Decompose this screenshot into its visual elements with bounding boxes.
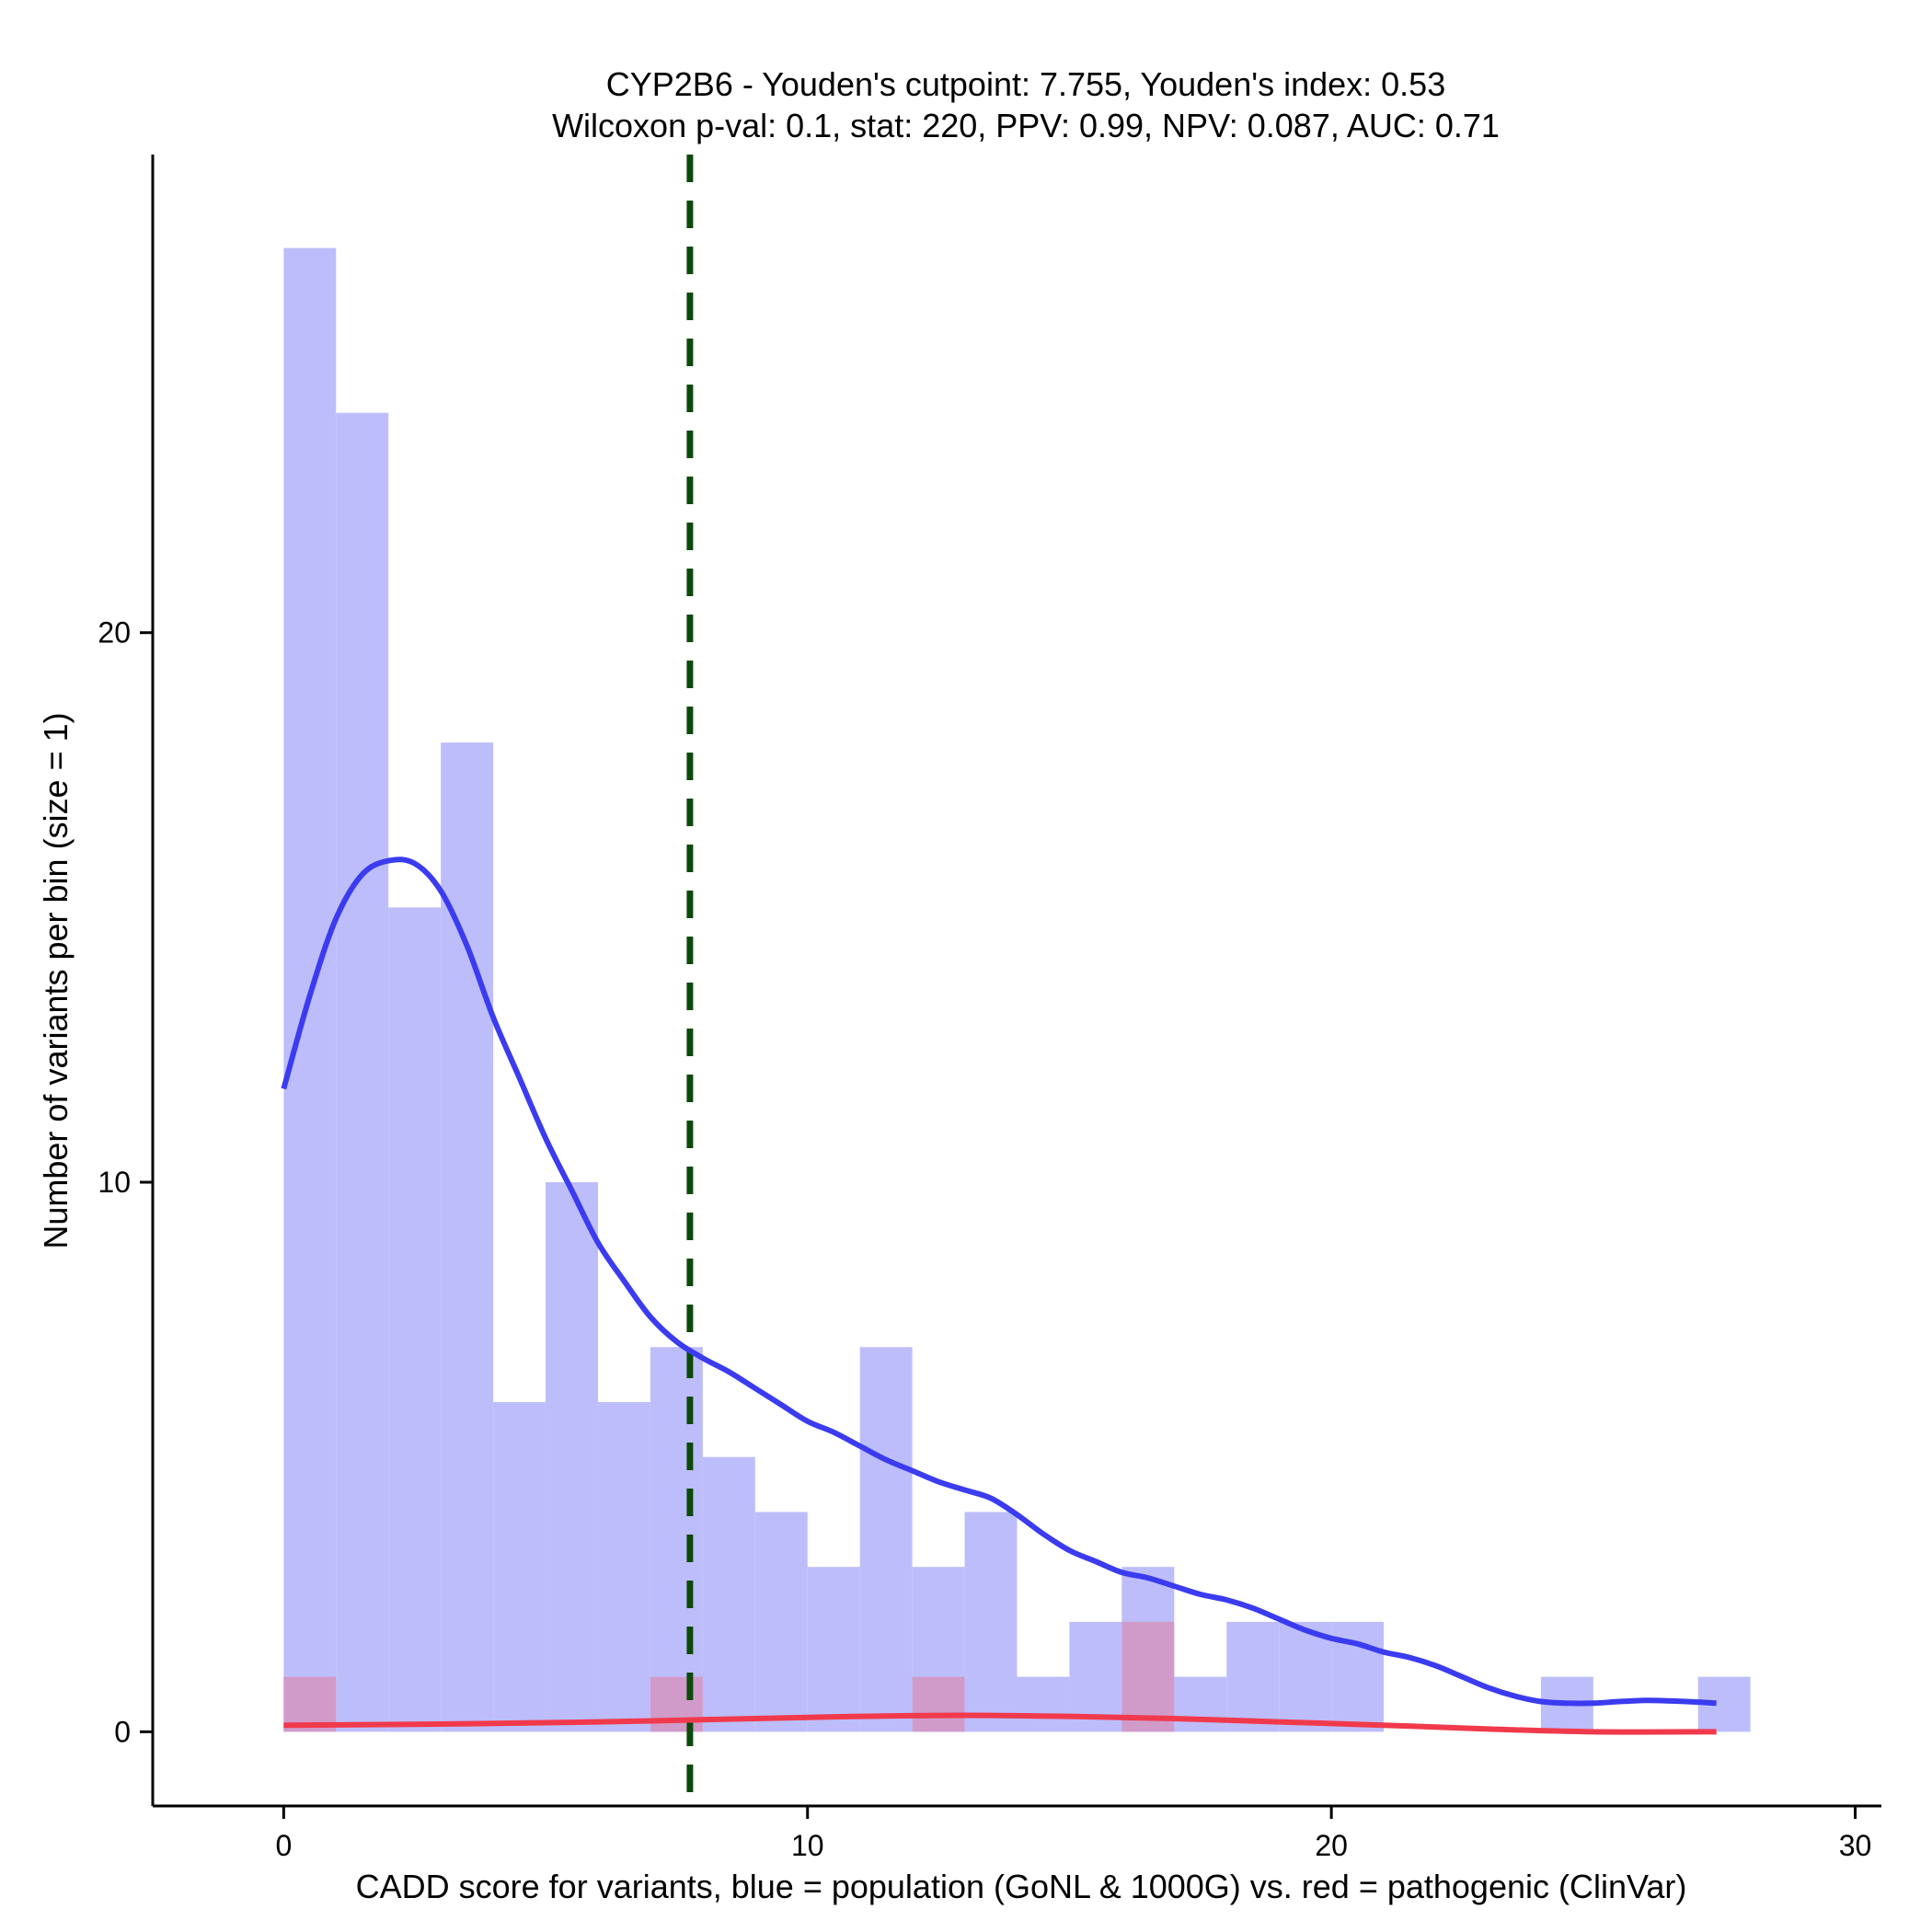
y-tick-label-0: 0 <box>114 1715 131 1748</box>
x-tick-label-30: 30 <box>1839 1829 1872 1862</box>
pathogenic-bar-2 <box>912 1676 965 1732</box>
population-bar-8 <box>702 1456 755 1732</box>
population-bar-6 <box>597 1401 650 1732</box>
population-bar-11 <box>859 1347 913 1732</box>
y-axis-label: Number of variants per bin (size = 1) <box>37 712 75 1248</box>
pathogenic-density-line <box>283 1712 1717 1735</box>
population-bar-15 <box>1069 1621 1122 1732</box>
x-axis-label: CADD score for variants, blue = populati… <box>356 1868 1687 1905</box>
y-axis-ticks: 0 10 20 <box>98 616 153 1748</box>
y-tick-label-10: 10 <box>98 1166 131 1199</box>
population-bar-2 <box>388 907 442 1732</box>
population-bar-17 <box>1174 1676 1227 1732</box>
population-bar-14 <box>1017 1676 1070 1732</box>
population-bar-9 <box>754 1512 808 1732</box>
population-bar-7 <box>650 1347 703 1732</box>
chart-title: CYP2B6 - Youden's cutpoint: 7.755, Youde… <box>606 65 1445 103</box>
x-axis-ticks: 0 10 20 30 <box>275 1806 1871 1862</box>
chart-title-block: CYP2B6 - Youden's cutpoint: 7.755, Youde… <box>552 65 1500 144</box>
population-bar-4 <box>493 1401 546 1732</box>
x-tick-label-20: 20 <box>1315 1829 1348 1862</box>
pathogenic-bar-1 <box>650 1676 703 1732</box>
x-tick-label-0: 0 <box>275 1829 292 1862</box>
chart-subtitle: Wilcoxon p-val: 0.1, stat: 220, PPV: 0.9… <box>552 107 1500 144</box>
density-curves <box>281 857 1717 1735</box>
population-density-line <box>281 857 1717 1707</box>
axes: 0 10 20 30 0 10 20 <box>98 155 1881 1862</box>
population-bar-10 <box>807 1567 860 1732</box>
y-tick-label-20: 20 <box>98 616 131 650</box>
population-bar-19 <box>1279 1621 1332 1732</box>
population-bar-3 <box>441 742 494 1732</box>
pathogenic-bar-3 <box>1121 1621 1175 1732</box>
population-bar-13 <box>964 1512 1018 1732</box>
population-histogram <box>283 247 1751 1732</box>
population-bar-5 <box>546 1182 598 1732</box>
x-tick-label-10: 10 <box>791 1829 824 1862</box>
population-bar-1 <box>336 412 389 1732</box>
population-bar-18 <box>1226 1621 1280 1732</box>
